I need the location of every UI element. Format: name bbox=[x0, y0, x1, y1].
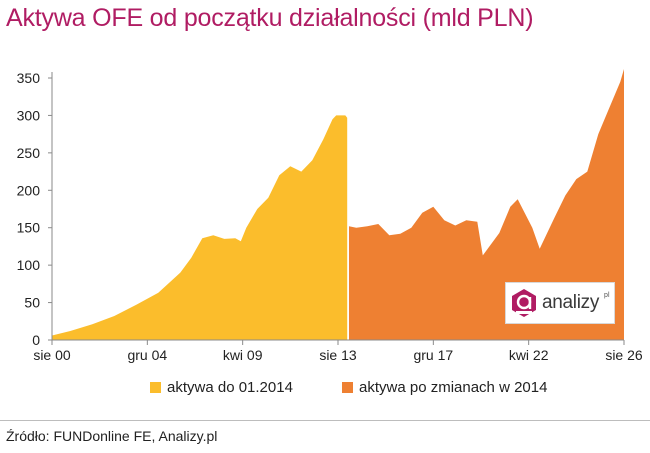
legend-swatch-1 bbox=[150, 382, 161, 393]
y-tick-label: 0 bbox=[32, 332, 40, 348]
legend-label-2: aktywa po zmianach w 2014 bbox=[359, 379, 547, 396]
chart-title: Aktywa OFE od początku działalności (mld… bbox=[6, 4, 534, 32]
footer-divider bbox=[0, 420, 650, 421]
legend-label-1: aktywa do 01.2014 bbox=[167, 379, 293, 396]
y-tick-label: 200 bbox=[17, 182, 41, 198]
x-tick-label: kwi 09 bbox=[223, 347, 263, 363]
y-tick-label: 250 bbox=[17, 145, 41, 161]
x-tick-label: sie 26 bbox=[605, 347, 643, 363]
y-tick-label: 50 bbox=[24, 295, 40, 311]
x-tick-label: gru 04 bbox=[127, 347, 167, 363]
source-note: Źródło: FUNDonline FE, Analizy.pl bbox=[6, 428, 218, 444]
area-series-1 bbox=[52, 115, 348, 341]
x-tick-label: kwi 22 bbox=[509, 347, 549, 363]
analizy-logo: analizy pl bbox=[505, 282, 615, 324]
legend-swatch-2 bbox=[342, 382, 353, 393]
chart-area: 0 50 100 150 200 250 300 350 sie 00 gru 04 kwi 09 s… bbox=[17, 69, 643, 396]
y-tick-label: 100 bbox=[17, 257, 41, 273]
area-series-2 bbox=[349, 69, 624, 340]
analizy-logo-icon bbox=[512, 289, 536, 317]
y-tick-label: 300 bbox=[17, 107, 41, 123]
y-tick-label: 350 bbox=[17, 70, 41, 86]
y-tick-label: 150 bbox=[17, 220, 41, 236]
x-tick-label: gru 17 bbox=[413, 347, 453, 363]
analizy-logo-text: analizy bbox=[542, 292, 600, 313]
analizy-logo-suffix: pl bbox=[604, 291, 610, 299]
x-tick-label: sie 13 bbox=[319, 347, 357, 363]
x-tick-label: sie 00 bbox=[33, 347, 71, 363]
